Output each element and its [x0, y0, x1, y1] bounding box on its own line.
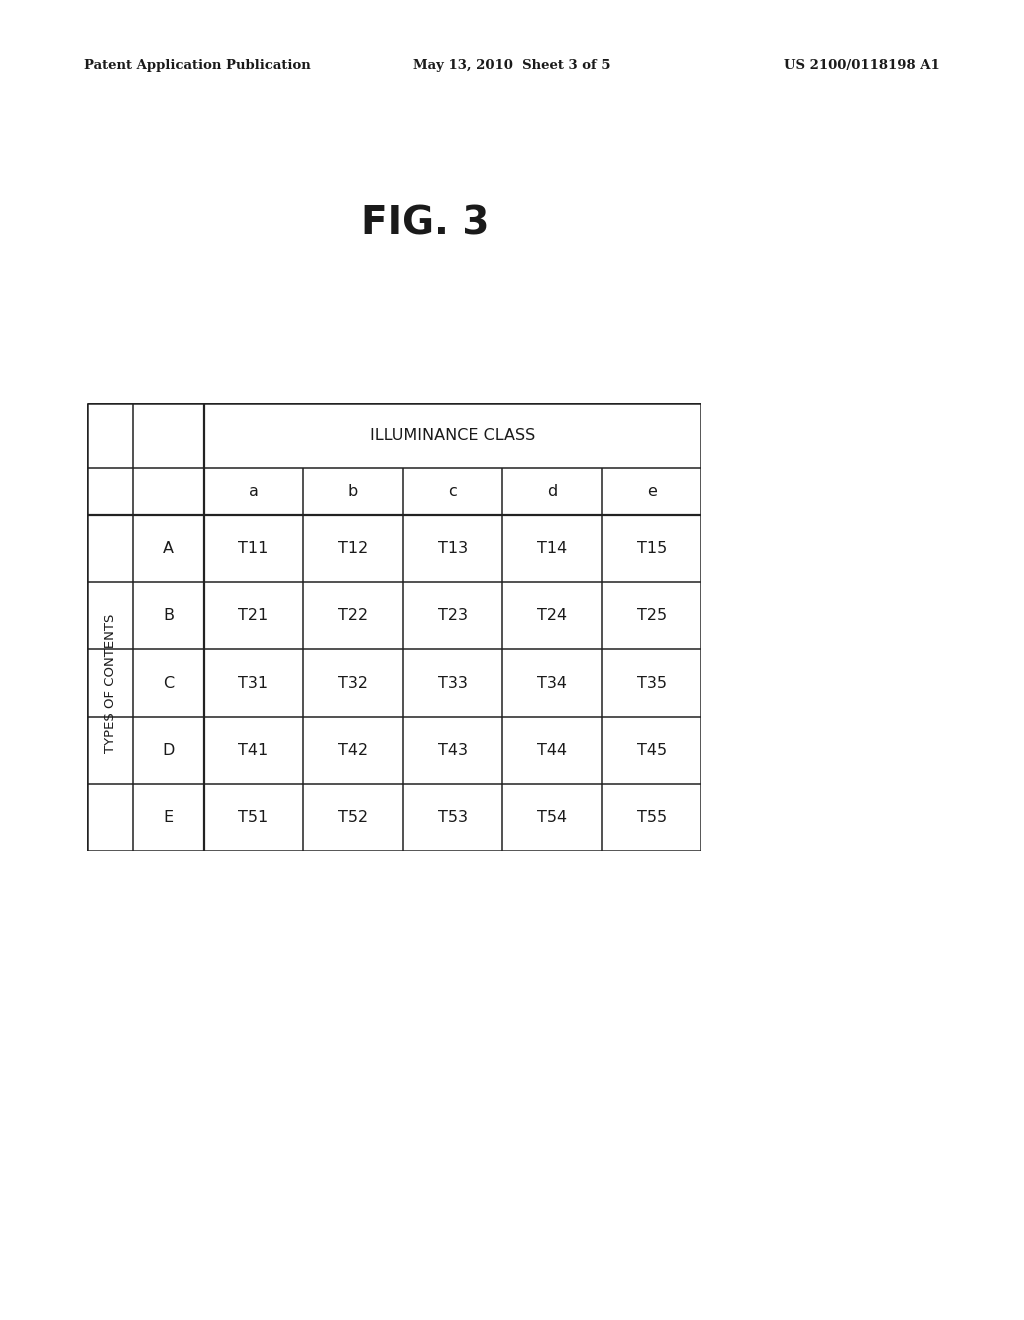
Text: e: e	[647, 483, 656, 499]
Text: US 2100/0118198 A1: US 2100/0118198 A1	[784, 59, 940, 73]
Text: T51: T51	[239, 810, 268, 825]
Text: T13: T13	[437, 541, 468, 556]
Text: TYPES OF CONTENTS: TYPES OF CONTENTS	[103, 614, 117, 752]
Text: a: a	[249, 483, 258, 499]
Text: Patent Application Publication: Patent Application Publication	[84, 59, 310, 73]
Text: T45: T45	[637, 743, 667, 758]
Text: T53: T53	[437, 810, 468, 825]
Text: C: C	[163, 676, 174, 690]
Text: T11: T11	[239, 541, 268, 556]
Text: T23: T23	[437, 609, 468, 623]
Text: d: d	[547, 483, 557, 499]
Text: b: b	[348, 483, 358, 499]
Text: T14: T14	[537, 541, 567, 556]
Text: T31: T31	[239, 676, 268, 690]
Text: T24: T24	[537, 609, 567, 623]
Text: E: E	[164, 810, 173, 825]
Text: T44: T44	[537, 743, 567, 758]
Text: T54: T54	[537, 810, 567, 825]
Text: A: A	[163, 541, 174, 556]
Text: ILLUMINANCE CLASS: ILLUMINANCE CLASS	[370, 428, 536, 442]
Text: T52: T52	[338, 810, 369, 825]
Text: T34: T34	[538, 676, 567, 690]
Text: T55: T55	[637, 810, 667, 825]
Text: T15: T15	[637, 541, 667, 556]
Text: T12: T12	[338, 541, 369, 556]
Text: T41: T41	[239, 743, 268, 758]
Text: T43: T43	[437, 743, 468, 758]
Text: T33: T33	[437, 676, 468, 690]
Text: T35: T35	[637, 676, 667, 690]
Text: B: B	[163, 609, 174, 623]
Text: D: D	[162, 743, 175, 758]
Text: T22: T22	[338, 609, 369, 623]
Text: FIG. 3: FIG. 3	[360, 205, 489, 243]
Text: T21: T21	[239, 609, 268, 623]
Text: T25: T25	[637, 609, 667, 623]
Text: c: c	[449, 483, 457, 499]
Text: T32: T32	[338, 676, 368, 690]
Text: May 13, 2010  Sheet 3 of 5: May 13, 2010 Sheet 3 of 5	[414, 59, 610, 73]
Text: T42: T42	[338, 743, 369, 758]
